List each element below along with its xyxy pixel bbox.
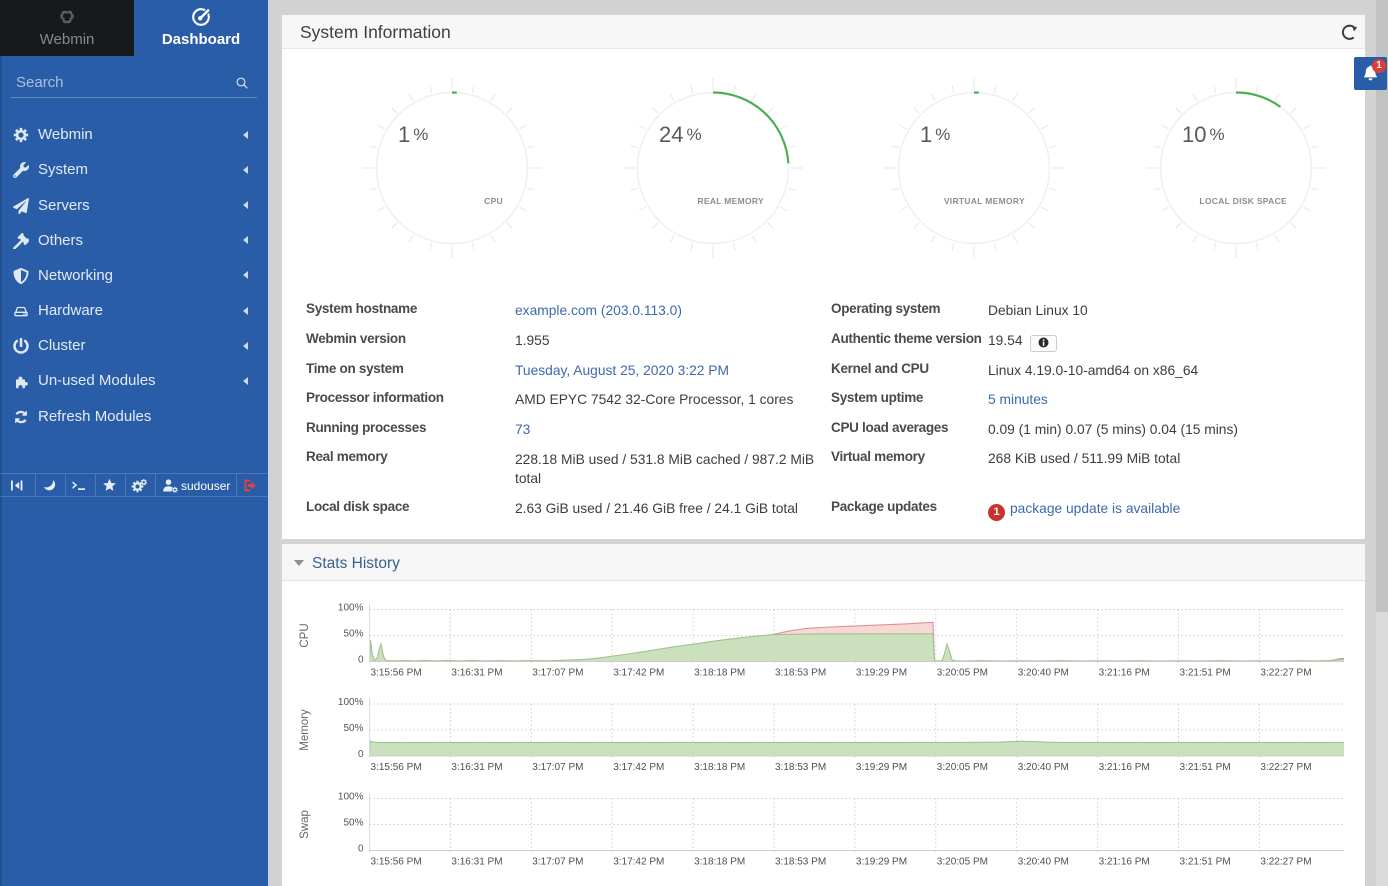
- svg-text:50%: 50%: [343, 818, 363, 829]
- svg-text:3:21:51 PM: 3:21:51 PM: [1180, 668, 1231, 679]
- svg-text:3:20:40 PM: 3:20:40 PM: [1018, 857, 1069, 868]
- svg-text:3:21:51 PM: 3:21:51 PM: [1180, 762, 1231, 773]
- svg-text:3:22:27 PM: 3:22:27 PM: [1260, 857, 1311, 868]
- svg-text:0: 0: [358, 749, 364, 760]
- svg-text:0: 0: [358, 655, 364, 666]
- svg-text:CPU: CPU: [299, 623, 311, 647]
- svg-text:3:17:07 PM: 3:17:07 PM: [532, 857, 583, 868]
- svg-text:3:20:05 PM: 3:20:05 PM: [937, 762, 988, 773]
- svg-text:3:17:07 PM: 3:17:07 PM: [532, 762, 583, 773]
- svg-text:3:15:56 PM: 3:15:56 PM: [371, 857, 422, 868]
- svg-text:3:19:29 PM: 3:19:29 PM: [856, 857, 907, 868]
- svg-text:3:16:31 PM: 3:16:31 PM: [451, 668, 502, 679]
- svg-text:3:18:53 PM: 3:18:53 PM: [775, 762, 826, 773]
- svg-text:3:15:56 PM: 3:15:56 PM: [371, 668, 422, 679]
- svg-text:3:20:05 PM: 3:20:05 PM: [937, 857, 988, 868]
- svg-text:3:22:27 PM: 3:22:27 PM: [1260, 762, 1311, 773]
- svg-text:3:17:42 PM: 3:17:42 PM: [613, 668, 664, 679]
- svg-text:3:21:16 PM: 3:21:16 PM: [1099, 668, 1150, 679]
- svg-text:3:20:40 PM: 3:20:40 PM: [1018, 762, 1069, 773]
- svg-text:3:17:07 PM: 3:17:07 PM: [532, 668, 583, 679]
- svg-text:3:18:18 PM: 3:18:18 PM: [694, 762, 745, 773]
- svg-text:3:21:16 PM: 3:21:16 PM: [1099, 857, 1150, 868]
- svg-text:3:22:27 PM: 3:22:27 PM: [1260, 668, 1311, 679]
- svg-text:3:20:40 PM: 3:20:40 PM: [1018, 668, 1069, 679]
- svg-text:3:18:18 PM: 3:18:18 PM: [694, 668, 745, 679]
- svg-text:3:19:29 PM: 3:19:29 PM: [856, 668, 907, 679]
- svg-text:100%: 100%: [338, 792, 364, 803]
- svg-text:50%: 50%: [343, 629, 363, 640]
- svg-text:50%: 50%: [343, 723, 363, 734]
- svg-text:100%: 100%: [338, 603, 364, 614]
- svg-text:Memory: Memory: [299, 709, 311, 751]
- svg-text:3:16:31 PM: 3:16:31 PM: [451, 762, 502, 773]
- svg-text:3:21:16 PM: 3:21:16 PM: [1099, 762, 1150, 773]
- svg-text:100%: 100%: [338, 697, 364, 708]
- svg-text:3:19:29 PM: 3:19:29 PM: [856, 762, 907, 773]
- svg-text:3:20:05 PM: 3:20:05 PM: [937, 668, 988, 679]
- svg-text:3:15:56 PM: 3:15:56 PM: [371, 762, 422, 773]
- svg-text:3:18:53 PM: 3:18:53 PM: [775, 857, 826, 868]
- svg-text:3:21:51 PM: 3:21:51 PM: [1180, 857, 1231, 868]
- svg-text:3:18:18 PM: 3:18:18 PM: [694, 857, 745, 868]
- svg-text:3:16:31 PM: 3:16:31 PM: [451, 857, 502, 868]
- svg-text:3:17:42 PM: 3:17:42 PM: [613, 857, 664, 868]
- svg-text:3:17:42 PM: 3:17:42 PM: [613, 762, 664, 773]
- svg-text:Swap: Swap: [299, 810, 311, 839]
- svg-text:0: 0: [358, 844, 364, 855]
- svg-text:3:18:53 PM: 3:18:53 PM: [775, 668, 826, 679]
